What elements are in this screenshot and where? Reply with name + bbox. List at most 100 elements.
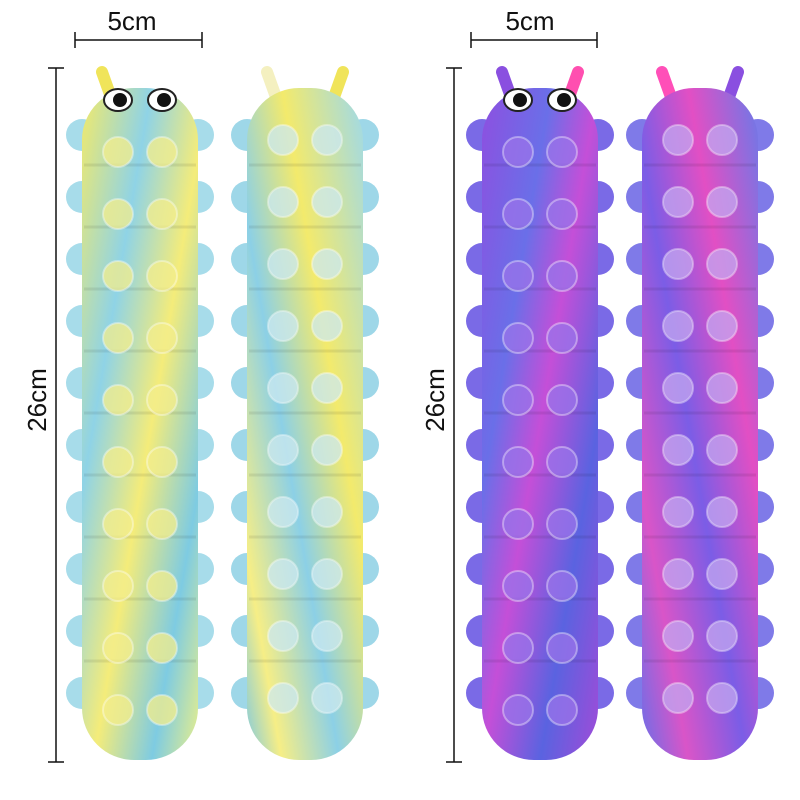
pop-bubble xyxy=(267,434,299,466)
pop-bubble xyxy=(102,570,134,602)
pop-bubble xyxy=(546,508,578,540)
pop-bubble xyxy=(267,310,299,342)
pop-bubble xyxy=(102,446,134,478)
pop-bubble xyxy=(146,632,178,664)
pop-bubble xyxy=(311,186,343,218)
pop-bubble xyxy=(662,372,694,404)
pop-bubble xyxy=(267,558,299,590)
pop-bubble xyxy=(102,322,134,354)
pop-bubble xyxy=(146,260,178,292)
pop-bubble xyxy=(662,310,694,342)
pop-bubble xyxy=(706,496,738,528)
pop-bubble xyxy=(102,198,134,230)
pop-bubble xyxy=(546,322,578,354)
pop-bubble xyxy=(146,136,178,168)
caterpillar xyxy=(626,66,774,760)
width-label: 5cm xyxy=(505,6,554,36)
pop-bubble xyxy=(102,136,134,168)
body xyxy=(482,88,598,760)
pupil xyxy=(113,93,127,107)
pop-bubble xyxy=(502,260,534,292)
pop-bubble xyxy=(146,508,178,540)
caterpillar xyxy=(231,66,379,760)
dimension-group: 5cm 26cm xyxy=(22,6,203,763)
height-label: 26cm xyxy=(420,368,450,432)
height-label: 26cm xyxy=(22,368,52,432)
pop-bubble xyxy=(546,694,578,726)
body xyxy=(247,88,363,760)
pop-bubble xyxy=(267,248,299,280)
pop-bubble xyxy=(662,558,694,590)
pop-bubble xyxy=(502,198,534,230)
pop-bubble xyxy=(267,682,299,714)
pop-bubble xyxy=(662,186,694,218)
width-label: 5cm xyxy=(107,6,156,36)
pop-bubble xyxy=(146,694,178,726)
body xyxy=(642,88,758,760)
pop-bubble xyxy=(662,620,694,652)
pop-bubble xyxy=(267,372,299,404)
pop-bubble xyxy=(706,558,738,590)
pupil xyxy=(157,93,171,107)
caterpillar xyxy=(66,66,214,760)
pop-bubble xyxy=(311,434,343,466)
pop-bubble xyxy=(662,496,694,528)
pop-bubble xyxy=(706,434,738,466)
pop-bubble xyxy=(311,620,343,652)
pop-bubble xyxy=(267,620,299,652)
pop-bubble xyxy=(706,310,738,342)
pop-bubble xyxy=(662,248,694,280)
pop-bubble xyxy=(311,682,343,714)
pop-bubble xyxy=(546,198,578,230)
pop-bubble xyxy=(146,384,178,416)
pop-bubble xyxy=(706,248,738,280)
dimension-group: 5cm 26cm xyxy=(420,6,598,763)
pop-bubble xyxy=(311,496,343,528)
pop-bubble xyxy=(662,124,694,156)
pop-bubble xyxy=(311,124,343,156)
pop-bubble xyxy=(502,694,534,726)
pop-bubble xyxy=(546,570,578,602)
pop-bubble xyxy=(311,310,343,342)
pop-bubble xyxy=(102,260,134,292)
pop-bubble xyxy=(546,446,578,478)
pop-bubble xyxy=(706,372,738,404)
pop-bubble xyxy=(502,384,534,416)
pop-bubble xyxy=(546,632,578,664)
pop-bubble xyxy=(267,124,299,156)
pop-bubble xyxy=(706,186,738,218)
pop-bubble xyxy=(706,682,738,714)
pop-bubble xyxy=(502,570,534,602)
pop-bubble xyxy=(267,186,299,218)
pop-bubble xyxy=(146,570,178,602)
pop-bubble xyxy=(102,508,134,540)
pop-bubble xyxy=(662,434,694,466)
pop-bubble xyxy=(102,384,134,416)
pop-bubble xyxy=(311,558,343,590)
pop-bubble xyxy=(502,632,534,664)
pop-bubble xyxy=(706,124,738,156)
pop-bubble xyxy=(102,632,134,664)
pop-bubble xyxy=(146,198,178,230)
pop-bubble xyxy=(102,694,134,726)
pop-bubble xyxy=(502,322,534,354)
pop-bubble xyxy=(706,620,738,652)
pop-bubble xyxy=(267,496,299,528)
pop-bubble xyxy=(546,260,578,292)
pop-bubble xyxy=(502,136,534,168)
pupil xyxy=(513,93,527,107)
pop-bubble xyxy=(546,136,578,168)
pop-bubble xyxy=(146,322,178,354)
pop-bubble xyxy=(502,446,534,478)
pop-bubble xyxy=(311,248,343,280)
pop-bubble xyxy=(502,508,534,540)
pop-bubble xyxy=(662,682,694,714)
pupil xyxy=(557,93,571,107)
pop-bubble xyxy=(311,372,343,404)
caterpillar xyxy=(466,66,614,760)
toys xyxy=(66,66,774,760)
body xyxy=(82,88,198,760)
pop-bubble xyxy=(146,446,178,478)
